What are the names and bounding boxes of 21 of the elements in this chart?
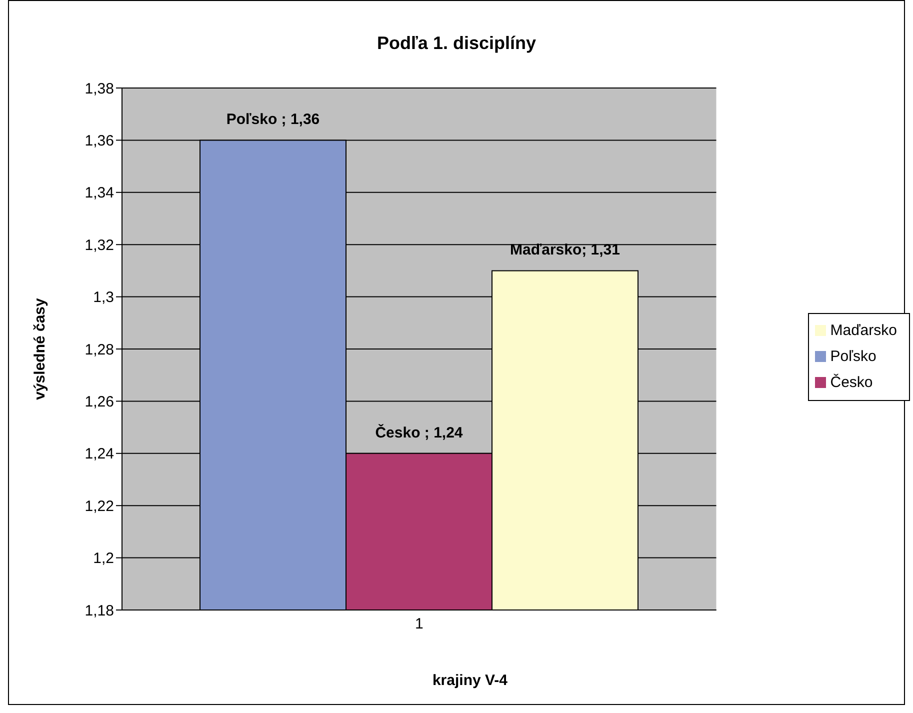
data-label: Česko ; 1,24 bbox=[375, 423, 464, 442]
y-tick-label: 1,26 bbox=[84, 394, 114, 411]
legend-label: Česko bbox=[830, 374, 873, 390]
y-tick-label: 1,36 bbox=[84, 132, 114, 150]
legend-label: Poľsko bbox=[830, 348, 876, 364]
y-tick-label: 1,38 bbox=[84, 80, 114, 98]
data-label: Maďarsko; 1,31 bbox=[510, 242, 620, 259]
chart-title: Podľa 1. disciplíny bbox=[376, 33, 537, 54]
y-tick-label: 1,3 bbox=[93, 289, 114, 306]
y-tick-label: 1,34 bbox=[84, 184, 114, 202]
x-tick-label: 1 bbox=[414, 616, 424, 633]
y-tick-label: 1,28 bbox=[84, 341, 114, 358]
y-tick-label: 1,18 bbox=[84, 602, 114, 620]
y-tick-label: 1,2 bbox=[93, 550, 114, 568]
legend-label: Maďarsko bbox=[830, 322, 897, 338]
y-tick-label: 1,22 bbox=[84, 498, 114, 515]
data-label: Poľsko ; 1,36 bbox=[226, 111, 320, 128]
y-tick-label: 1,24 bbox=[84, 446, 114, 463]
y-axis-title: výsledné časy bbox=[32, 298, 48, 400]
x-axis-title: krajiny V-4 bbox=[431, 672, 509, 689]
y-tick-label: 1,32 bbox=[84, 236, 114, 254]
